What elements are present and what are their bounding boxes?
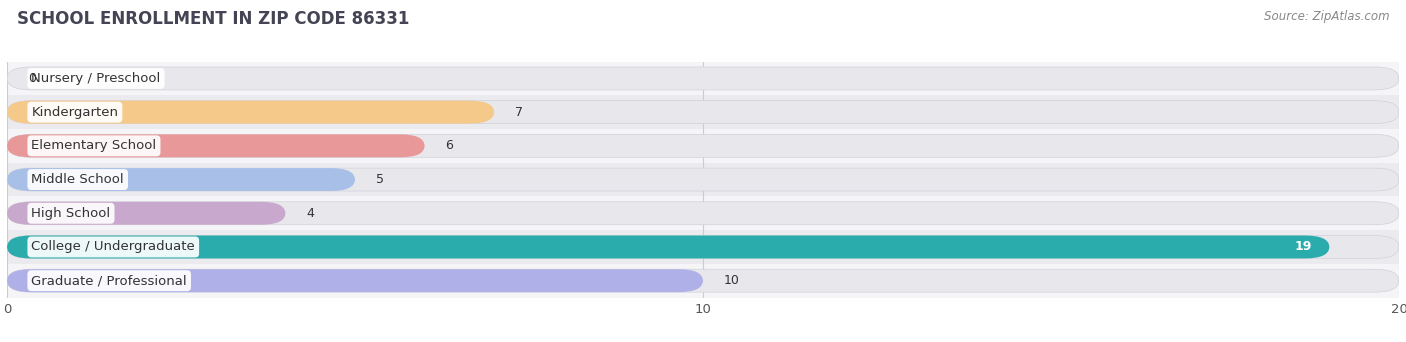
Text: 5: 5 (375, 173, 384, 186)
Bar (7, 62, 1399, 95)
FancyBboxPatch shape (7, 134, 425, 157)
Text: 6: 6 (446, 139, 453, 152)
Text: Nursery / Preschool: Nursery / Preschool (31, 72, 160, 85)
Text: College / Undergraduate: College / Undergraduate (31, 240, 195, 253)
Text: SCHOOL ENROLLMENT IN ZIP CODE 86331: SCHOOL ENROLLMENT IN ZIP CODE 86331 (17, 10, 409, 28)
Text: 19: 19 (1295, 240, 1312, 253)
FancyBboxPatch shape (7, 269, 703, 292)
Bar (7, 95, 1399, 129)
FancyBboxPatch shape (7, 236, 1330, 259)
FancyBboxPatch shape (7, 101, 495, 123)
Text: Graduate / Professional: Graduate / Professional (31, 274, 187, 287)
FancyBboxPatch shape (7, 168, 354, 191)
FancyBboxPatch shape (7, 236, 1399, 259)
Bar (7, 129, 1399, 163)
Text: 10: 10 (724, 274, 740, 287)
Text: 4: 4 (307, 207, 314, 220)
Text: Kindergarten: Kindergarten (31, 106, 118, 119)
Bar (7, 163, 1399, 196)
FancyBboxPatch shape (7, 134, 1399, 157)
Text: 7: 7 (515, 106, 523, 119)
FancyBboxPatch shape (7, 101, 1399, 123)
FancyBboxPatch shape (7, 168, 1399, 191)
Text: Middle School: Middle School (31, 173, 124, 186)
FancyBboxPatch shape (7, 202, 285, 225)
Bar (7, 230, 1399, 264)
Text: Elementary School: Elementary School (31, 139, 156, 152)
FancyBboxPatch shape (7, 269, 1399, 292)
FancyBboxPatch shape (7, 202, 1399, 225)
Text: Source: ZipAtlas.com: Source: ZipAtlas.com (1264, 10, 1389, 23)
Bar (7, 196, 1399, 230)
FancyBboxPatch shape (7, 67, 1399, 90)
Bar (7, 264, 1399, 298)
Text: High School: High School (31, 207, 111, 220)
Text: 0: 0 (28, 72, 37, 85)
